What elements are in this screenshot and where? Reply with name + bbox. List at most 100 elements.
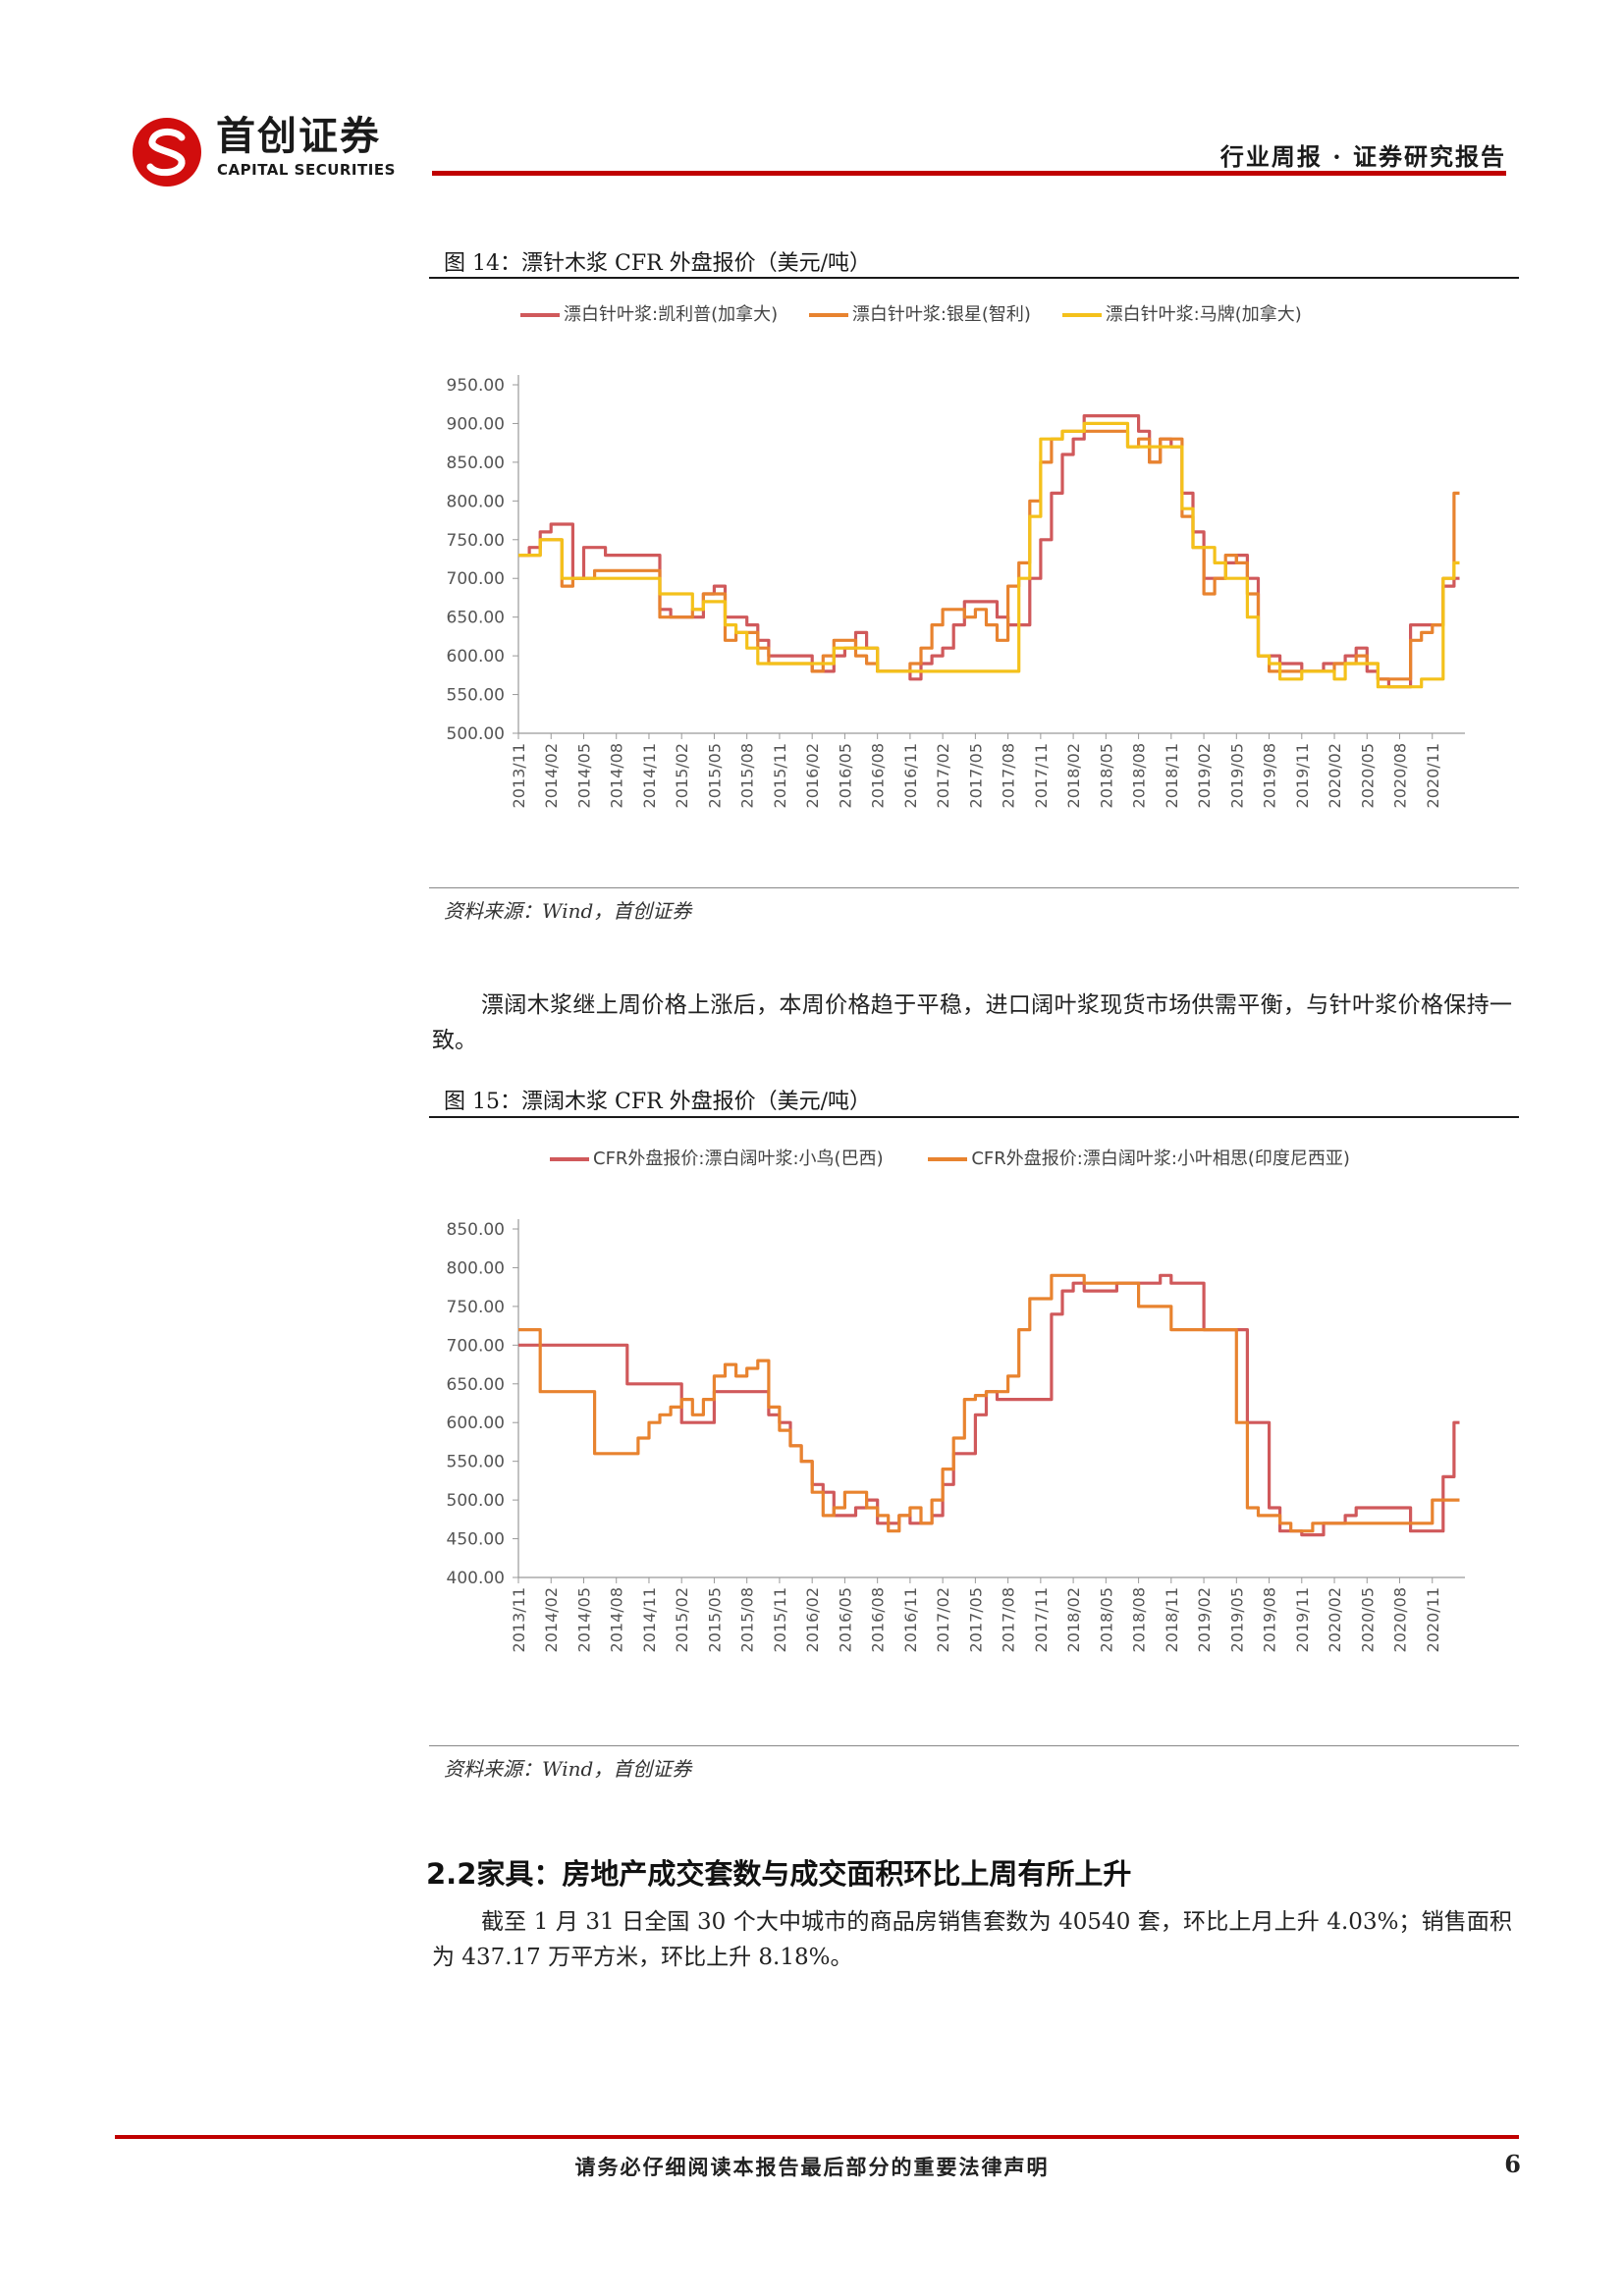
x-tick-label: 2020/08 <box>1391 1587 1410 1652</box>
y-tick-label: 900.00 <box>447 414 505 434</box>
figure-14-bottom-rule <box>429 887 1519 888</box>
x-tick-label: 2016/02 <box>803 1587 822 1652</box>
legend-label: 漂白针叶浆:马牌(加拿大) <box>1105 304 1302 325</box>
logo-english-name: CAPITAL SECURITIES <box>217 161 396 179</box>
x-tick-label: 2016/11 <box>901 1587 920 1652</box>
legend-item: 漂白针叶浆:凯利普(加拿大) <box>520 304 778 325</box>
x-tick-label: 2015/05 <box>705 1587 724 1652</box>
section-title-furniture: 2.2家具：房地产成交套数与成交面积环比上周有所上升 <box>426 1857 1132 1891</box>
legend-label: CFR外盘报价:漂白阔叶浆:小鸟(巴西) <box>593 1148 884 1169</box>
x-tick-label: 2019/02 <box>1195 743 1214 808</box>
y-tick-label: 500.00 <box>447 1491 505 1511</box>
x-tick-label: 2015/02 <box>673 1587 691 1652</box>
series-line-1 <box>518 414 1460 689</box>
x-tick-label: 2016/05 <box>836 1587 854 1652</box>
x-tick-label: 2020/05 <box>1358 1587 1377 1652</box>
y-tick-label: 850.00 <box>447 454 505 473</box>
x-tick-label: 2014/05 <box>574 743 593 808</box>
x-tick-label: 2014/11 <box>640 1587 659 1652</box>
figure-15-title: 图 15：漂阔木浆 CFR 外盘报价（美元/吨） <box>444 1090 872 1114</box>
legend-swatch <box>520 313 560 317</box>
report-type-header: 行业周报 · 证券研究报告 <box>1219 142 1506 171</box>
x-tick-label: 2017/05 <box>966 743 985 808</box>
x-tick-label: 2018/02 <box>1064 1587 1083 1652</box>
y-tick-label: 750.00 <box>447 531 505 551</box>
x-tick-label: 2016/02 <box>803 743 822 808</box>
y-tick-label: 550.00 <box>447 1453 505 1472</box>
x-tick-label: 2016/11 <box>901 743 920 808</box>
x-tick-label: 2014/02 <box>542 743 561 808</box>
x-tick-label: 2018/08 <box>1130 1587 1149 1652</box>
y-tick-label: 600.00 <box>447 1414 505 1433</box>
capital-securities-logo-icon <box>133 118 201 187</box>
legend-label: CFR外盘报价:漂白阔叶浆:小叶相思(印度尼西亚) <box>971 1148 1350 1169</box>
header-divider <box>432 171 1506 176</box>
y-tick-label: 800.00 <box>447 492 505 511</box>
y-tick-label: 650.00 <box>447 1375 505 1395</box>
figure-14-title: 图 14：漂针木浆 CFR 外盘报价（美元/吨） <box>444 251 872 276</box>
x-tick-label: 2014/02 <box>542 1587 561 1652</box>
x-tick-label: 2017/11 <box>1032 743 1051 808</box>
x-tick-label: 2016/08 <box>869 1587 888 1652</box>
legend-label: 漂白针叶浆:凯利普(加拿大) <box>564 304 779 325</box>
x-tick-label: 2018/05 <box>1097 743 1115 808</box>
x-tick-label: 2019/11 <box>1293 743 1312 808</box>
x-tick-label: 2016/08 <box>869 743 888 808</box>
x-tick-label: 2018/11 <box>1163 1587 1181 1652</box>
figure-15-legend: CFR外盘报价:漂白阔叶浆:小鸟(巴西) CFR外盘报价:漂白阔叶浆:小叶相思(… <box>550 1145 1376 1170</box>
y-tick-label: 600.00 <box>447 647 505 667</box>
x-tick-label: 2017/05 <box>966 1587 985 1652</box>
legend-swatch <box>550 1157 589 1161</box>
x-tick-label: 2013/11 <box>510 1587 528 1652</box>
page-number: 6 <box>1504 2150 1521 2178</box>
legend-swatch <box>808 313 848 317</box>
footer-disclaimer: 请务必仔细阅读本报告最后部分的重要法律声明 <box>574 2155 1050 2179</box>
y-tick-label: 750.00 <box>447 1298 505 1317</box>
y-tick-label: 950.00 <box>447 376 505 396</box>
figure-14-legend: 漂白针叶浆:凯利普(加拿大) 漂白针叶浆:银星(智利) 漂白针叶浆:马牌(加拿大… <box>520 300 1327 326</box>
y-tick-label: 700.00 <box>447 1336 505 1356</box>
series-line-2 <box>518 1273 1460 1533</box>
x-tick-label: 2018/05 <box>1097 1587 1115 1652</box>
footer-divider <box>115 2135 1519 2139</box>
legend-label: 漂白针叶浆:银星(智利) <box>851 304 1031 325</box>
x-tick-label: 2020/11 <box>1424 743 1442 808</box>
legend-item: CFR外盘报价:漂白阔叶浆:小鸟(巴西) <box>550 1148 884 1169</box>
figure-15-bottom-rule <box>429 1745 1519 1746</box>
y-tick-label: 850.00 <box>447 1220 505 1240</box>
x-tick-label: 2020/08 <box>1391 743 1410 808</box>
x-tick-label: 2014/08 <box>608 1587 626 1652</box>
logo-chinese-name: 首创证券 <box>216 114 381 159</box>
x-tick-label: 2014/05 <box>574 1587 593 1652</box>
y-tick-label: 650.00 <box>447 609 505 628</box>
x-tick-label: 2019/02 <box>1195 1587 1214 1652</box>
x-tick-label: 2018/11 <box>1163 743 1181 808</box>
x-tick-label: 2017/02 <box>934 1587 952 1652</box>
legend-item: CFR外盘报价:漂白阔叶浆:小叶相思(印度尼西亚) <box>928 1148 1350 1169</box>
x-tick-label: 2017/11 <box>1032 1587 1051 1652</box>
x-tick-label: 2017/02 <box>934 743 952 808</box>
y-tick-label: 550.00 <box>447 686 505 706</box>
x-tick-label: 2015/11 <box>771 1587 789 1652</box>
figure-14-source: 资料来源：Wind，首创证券 <box>444 899 692 923</box>
x-tick-label: 2015/02 <box>673 743 691 808</box>
paragraph-housing-sales: 截至 1 月 31 日全国 30 个大中城市的商品房销售套数为 40540 套，… <box>432 1909 1512 1970</box>
series-line-1 <box>518 1273 1460 1537</box>
x-tick-label: 2020/02 <box>1326 1587 1344 1652</box>
x-tick-label: 2018/08 <box>1130 743 1149 808</box>
x-tick-label: 2015/05 <box>705 743 724 808</box>
x-tick-label: 2020/05 <box>1358 743 1377 808</box>
x-tick-label: 2018/02 <box>1064 743 1083 808</box>
figure-15-source: 资料来源：Wind，首创证券 <box>444 1757 692 1781</box>
y-tick-label: 800.00 <box>447 1258 505 1278</box>
figure-14-top-rule <box>429 277 1519 279</box>
x-tick-label: 2015/08 <box>738 1587 757 1652</box>
figure-15-top-rule <box>429 1116 1519 1118</box>
legend-item: 漂白针叶浆:马牌(加拿大) <box>1061 304 1302 325</box>
x-tick-label: 2019/11 <box>1293 1587 1312 1652</box>
figure-14-chart: 500.00 550.00 600.00 650.00 700.00 750.00 800.… <box>447 375 1465 808</box>
x-tick-label: 2019/05 <box>1227 743 1246 808</box>
x-tick-label: 2014/08 <box>608 743 626 808</box>
x-tick-label: 2020/11 <box>1424 1587 1442 1652</box>
x-tick-label: 2020/02 <box>1326 743 1344 808</box>
